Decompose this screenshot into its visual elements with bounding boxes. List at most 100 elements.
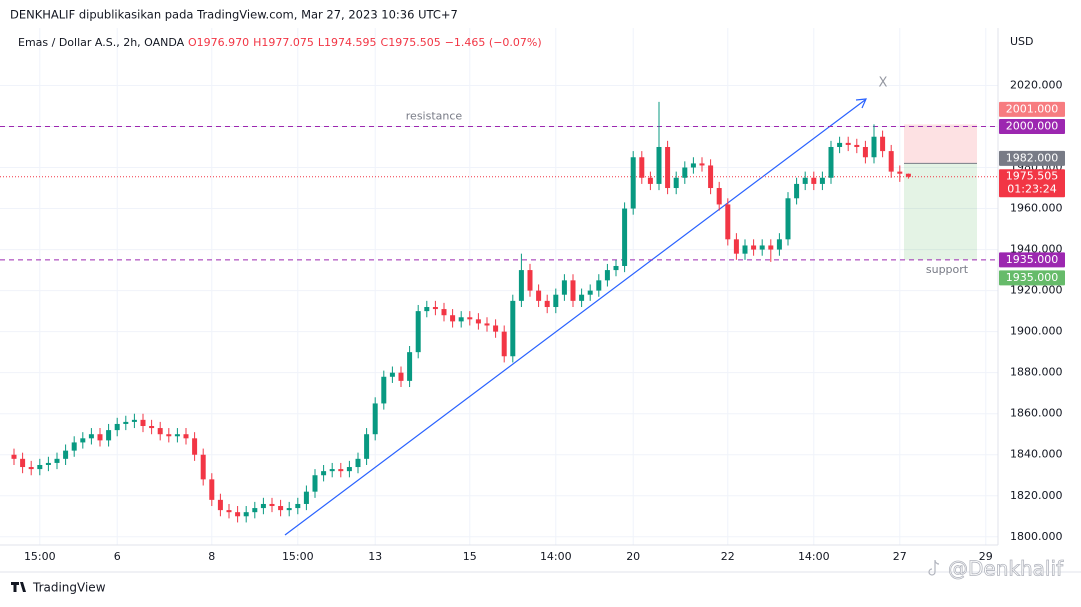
candle-body (123, 421, 129, 424)
candle-body (759, 245, 765, 250)
candle-body (493, 325, 499, 332)
candle-body (312, 475, 318, 492)
header: DENKHALIF dipublikasikan pada TradingVie… (10, 8, 458, 22)
candle-body (174, 434, 180, 437)
candle-body (355, 458, 361, 468)
x-tick-label: 15:00 (282, 550, 314, 563)
candle-body (561, 280, 567, 295)
candle-body (527, 270, 533, 291)
watermark: @Denkhalif (948, 557, 1064, 581)
candle-body (45, 462, 51, 465)
level-label: resistance (406, 109, 463, 122)
legend-close: C1975.505 (381, 36, 441, 49)
legend-symbol: Emas / Dollar A.S., 2h, OANDA O1976.970 H1… (18, 36, 542, 49)
candle-body (389, 372, 395, 377)
x-tick-label: 27 (893, 550, 907, 563)
candle-body (862, 146, 868, 158)
candle-body (794, 183, 800, 199)
candle-body (665, 146, 671, 189)
candle-body (458, 317, 464, 322)
x-tick-label: 8 (208, 550, 215, 563)
candle-body (415, 311, 421, 353)
candle-body (140, 419, 146, 427)
candle-body (673, 177, 679, 189)
candle-body (467, 317, 473, 320)
legend-high: H1977.075 (253, 36, 314, 49)
y-tick-label: 1940.000 (1010, 243, 1063, 256)
legend-symbol-name: Emas / Dollar A.S., 2h, OANDA (18, 36, 185, 49)
candle-body (149, 426, 155, 429)
x-tick-label: 15 (463, 550, 477, 563)
candle-body (613, 265, 619, 271)
price-tag-label: 2000.000 (1006, 119, 1059, 132)
x-tick-label: 13 (368, 550, 382, 563)
y-tick-label: 1900.000 (1010, 325, 1063, 338)
candle-body (286, 508, 292, 511)
price-tag (999, 118, 1065, 134)
price-tag-label: 1935.000 (1006, 271, 1059, 284)
x-tick-label: 22 (721, 550, 735, 563)
x-tick-label: 20 (626, 550, 640, 563)
candle-body (450, 315, 456, 322)
candle-body (131, 419, 137, 422)
candle-body (200, 454, 206, 480)
brand-logo (11, 582, 26, 592)
candle-body (11, 454, 17, 459)
y-tick-label: 1860.000 (1010, 407, 1063, 420)
candle-body (888, 151, 894, 172)
y-tick-label: 1840.000 (1010, 448, 1063, 461)
candle-body (243, 512, 249, 517)
brand: TradingView (11, 581, 106, 595)
candle-body (596, 280, 602, 291)
candle-body (20, 458, 26, 468)
legend-change: −1.465 (−0.07%) (445, 36, 542, 49)
candle-body (252, 508, 258, 513)
candle-body (742, 245, 748, 254)
price-tag (999, 252, 1065, 268)
candle-body (579, 294, 585, 301)
candle-body (398, 372, 404, 381)
candle-body (518, 270, 524, 301)
candle-body (630, 157, 636, 209)
candle-body (97, 434, 103, 441)
candle-body (372, 403, 378, 435)
price-tag (999, 150, 1065, 166)
x-tick-label: 14:00 (540, 550, 572, 563)
candle-body (622, 208, 628, 266)
trend-label: X (879, 76, 888, 91)
candle-body (166, 434, 172, 437)
candle-body (235, 512, 241, 517)
legend: Emas / Dollar A.S., 2h, OANDA O1976.970 H1… (18, 36, 542, 49)
candle-body (106, 430, 112, 441)
candle-body (54, 458, 60, 463)
price-tag (999, 101, 1065, 117)
candle-body (432, 307, 438, 310)
candle-body (544, 300, 550, 308)
candle-body (854, 144, 860, 147)
candle-body (71, 442, 77, 451)
legend-low: L1974.595 (318, 36, 377, 49)
candle-body (819, 177, 825, 184)
candle-body (192, 438, 198, 455)
candle-body (828, 146, 834, 178)
y-tick-label: 1880.000 (1010, 366, 1063, 379)
level-label: support (926, 263, 969, 276)
candle-body (260, 503, 266, 509)
candle-body (785, 198, 791, 240)
candle-body (321, 471, 327, 476)
candle-body (295, 503, 301, 509)
candle-body (536, 290, 542, 301)
candle-body (475, 319, 481, 324)
candle-body (364, 434, 370, 459)
candle-body (733, 239, 739, 254)
candle-body (845, 142, 851, 145)
candle-body (88, 434, 94, 439)
candle-body (587, 290, 593, 295)
candle-body (553, 294, 559, 308)
candle-body (37, 464, 43, 470)
candle-body (716, 188, 722, 205)
target-zone (904, 163, 977, 260)
y-tick-label: 1800.000 (1010, 530, 1063, 543)
price-tag-label: 2001.000 (1006, 102, 1059, 115)
